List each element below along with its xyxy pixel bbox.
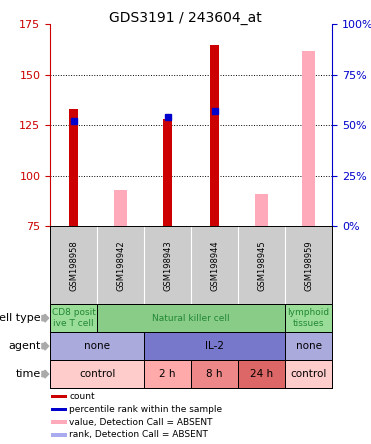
Text: GSM198959: GSM198959 [304, 240, 313, 291]
Bar [50, 304, 97, 332]
Bar [69, 109, 78, 226]
Text: GSM198945: GSM198945 [257, 240, 266, 291]
Text: 2 h: 2 h [159, 369, 176, 379]
Text: value, Detection Call = ABSENT: value, Detection Call = ABSENT [69, 418, 213, 427]
Text: lymphoid
tissues: lymphoid tissues [288, 309, 329, 328]
Bar [255, 194, 268, 226]
Bar [302, 51, 315, 226]
Bar [51, 408, 66, 411]
Bar [51, 420, 66, 424]
Bar [50, 360, 144, 388]
Text: 8 h: 8 h [206, 369, 223, 379]
Text: time: time [16, 369, 41, 379]
Bar [285, 304, 332, 332]
Text: none: none [84, 341, 110, 351]
Bar [114, 190, 127, 226]
Text: GSM198942: GSM198942 [116, 240, 125, 291]
Text: CD8 posit
ive T cell: CD8 posit ive T cell [52, 309, 95, 328]
Text: GSM198944: GSM198944 [210, 240, 219, 291]
Text: Natural killer cell: Natural killer cell [152, 313, 230, 323]
Bar [163, 119, 172, 226]
Text: GDS3191 / 243604_at: GDS3191 / 243604_at [109, 11, 262, 25]
Bar [285, 360, 332, 388]
Text: IL-2: IL-2 [205, 341, 224, 351]
Text: count: count [69, 392, 95, 401]
Bar [144, 332, 285, 360]
Text: cell type: cell type [0, 313, 41, 323]
Text: agent: agent [9, 341, 41, 351]
Bar [191, 360, 238, 388]
Text: rank, Detection Call = ABSENT: rank, Detection Call = ABSENT [69, 430, 208, 440]
Text: control: control [290, 369, 327, 379]
Bar [238, 360, 285, 388]
Bar [51, 395, 66, 399]
Bar [285, 332, 332, 360]
Text: GSM198958: GSM198958 [69, 240, 78, 291]
Text: control: control [79, 369, 115, 379]
Bar [50, 332, 144, 360]
Bar [51, 433, 66, 437]
Text: GSM198943: GSM198943 [163, 240, 172, 291]
Bar [97, 304, 285, 332]
Bar [210, 45, 219, 226]
Bar [144, 360, 191, 388]
Text: percentile rank within the sample: percentile rank within the sample [69, 405, 222, 414]
Text: none: none [296, 341, 322, 351]
Text: 24 h: 24 h [250, 369, 273, 379]
